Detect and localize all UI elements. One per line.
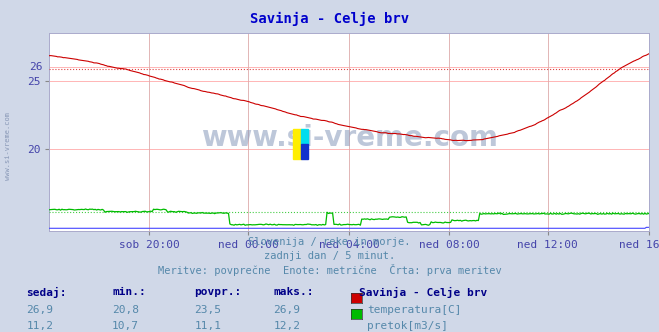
Text: Meritve: povprečne  Enote: metrične  Črta: prva meritev: Meritve: povprečne Enote: metrične Črta:…	[158, 264, 501, 276]
Text: www.si-vreme.com: www.si-vreme.com	[5, 112, 11, 180]
Text: pretok[m3/s]: pretok[m3/s]	[367, 321, 448, 331]
Text: maks.:: maks.:	[273, 287, 314, 297]
Bar	[293, 129, 301, 159]
Text: 26: 26	[29, 62, 42, 72]
Text: 11,2: 11,2	[26, 321, 53, 331]
Text: 20,8: 20,8	[112, 305, 139, 315]
Text: Savinja - Celje brv: Savinja - Celje brv	[250, 12, 409, 26]
Text: 10,7: 10,7	[112, 321, 139, 331]
Text: 26,9: 26,9	[26, 305, 53, 315]
Text: sedaj:: sedaj:	[26, 287, 67, 298]
Text: temperatura[C]: temperatura[C]	[367, 305, 461, 315]
Text: 11,1: 11,1	[194, 321, 221, 331]
Text: zadnji dan / 5 minut.: zadnji dan / 5 minut.	[264, 251, 395, 261]
Text: www.si-vreme.com: www.si-vreme.com	[201, 124, 498, 152]
Text: min.:: min.:	[112, 287, 146, 297]
Text: Slovenija / reke in morje.: Slovenija / reke in morje.	[248, 237, 411, 247]
Text: povpr.:: povpr.:	[194, 287, 242, 297]
Text: 12,2: 12,2	[273, 321, 301, 331]
Text: 23,5: 23,5	[194, 305, 221, 315]
Text: 26,9: 26,9	[273, 305, 301, 315]
Text: Savinja - Celje brv: Savinja - Celje brv	[359, 287, 488, 298]
Bar	[301, 129, 308, 144]
Bar	[301, 144, 308, 159]
